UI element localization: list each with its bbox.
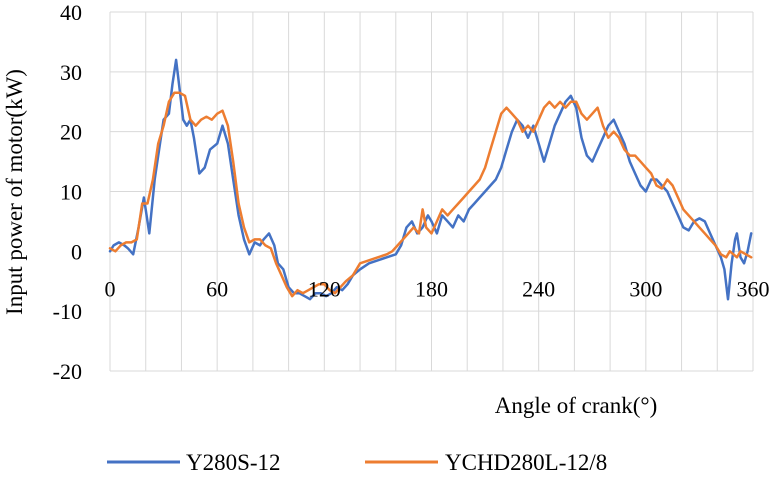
legend-label-y280s-12: Y280S-12 xyxy=(186,450,281,475)
y-tick-label: 20 xyxy=(60,120,82,145)
y-tick-label: -10 xyxy=(53,299,82,324)
legend-label-ychd280l-12-8: YCHD280L-12/8 xyxy=(445,450,607,475)
x-tick-label: 120 xyxy=(308,276,341,301)
x-axis-title: Angle of crank(°) xyxy=(495,393,657,418)
gridlines xyxy=(109,11,754,372)
x-tick-label: 240 xyxy=(522,276,555,301)
x-tick-label: 300 xyxy=(629,276,662,301)
y-tick-label: 10 xyxy=(60,180,82,205)
y-tick-labels: 40 30 20 10 0 -10 -20 xyxy=(53,0,82,384)
x-tick-label: 60 xyxy=(206,276,228,301)
legend: Y280S-12 YCHD280L-12/8 xyxy=(107,450,607,475)
y-tick-label: -20 xyxy=(53,359,82,384)
series-lines xyxy=(108,58,753,301)
series-line-ychd280l-12-8 xyxy=(108,91,753,298)
x-tick-labels: 0 60 120 180 240 300 360 xyxy=(105,276,770,301)
x-tick-label: 0 xyxy=(105,276,116,301)
x-tick-label: 180 xyxy=(415,276,448,301)
y-tick-label: 40 xyxy=(60,0,82,25)
y-tick-label: 0 xyxy=(71,239,82,264)
series-line-y280s-12 xyxy=(108,58,753,301)
y-tick-label: 30 xyxy=(60,60,82,85)
x-tick-label: 360 xyxy=(737,276,770,301)
y-axis-title: Input power of motor(kW) xyxy=(2,69,27,315)
